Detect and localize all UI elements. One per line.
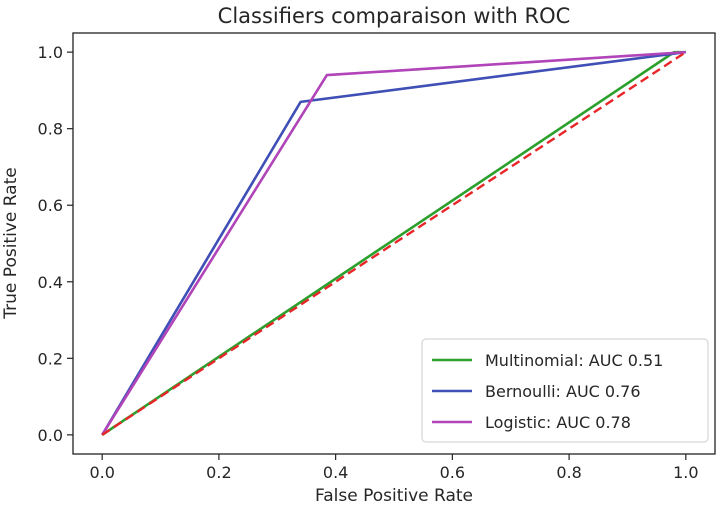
y-tick-label-5: 1.0 <box>38 43 63 62</box>
axes-frame <box>72 32 716 455</box>
x-tick-label-5: 1.0 <box>673 463 698 482</box>
chart-title: Classifiers comparaison with ROC <box>218 4 571 28</box>
y-axis: 0.0 0.2 0.4 0.6 0.8 1.0 <box>38 43 73 445</box>
series-line-1 <box>101 50 686 436</box>
x-axis: 0.0 0.2 0.4 0.6 0.8 1.0 <box>89 454 699 482</box>
y-tick-label-4: 0.8 <box>38 120 63 139</box>
x-tick-label-0: 0.0 <box>89 463 114 482</box>
legend-box <box>421 338 709 443</box>
legend-label-1: Bernoulli: AUC 0.76 <box>485 382 641 401</box>
plot-area <box>101 50 687 436</box>
series-line-2 <box>101 50 686 436</box>
reference-diagonal-line <box>101 51 687 436</box>
y-tick-label-3: 0.6 <box>38 196 63 215</box>
legend: Multinomial: AUC 0.51 Bernoulli: AUC 0.76… <box>421 338 709 443</box>
x-tick-label-2: 0.4 <box>323 463 348 482</box>
x-tick-label-1: 0.2 <box>206 463 231 482</box>
legend-label-0: Multinomial: AUC 0.51 <box>485 351 663 370</box>
x-axis-label: False Positive Rate <box>315 486 473 506</box>
x-tick-label-4: 0.8 <box>556 463 581 482</box>
x-tick-label-3: 0.6 <box>440 463 465 482</box>
legend-label-2: Logistic: AUC 0.78 <box>485 413 631 432</box>
y-tick-label-1: 0.2 <box>38 349 63 368</box>
y-axis-label: True Positive Rate <box>1 167 21 319</box>
y-tick-label-2: 0.4 <box>38 273 63 292</box>
y-tick-label-0: 0.0 <box>38 426 63 445</box>
